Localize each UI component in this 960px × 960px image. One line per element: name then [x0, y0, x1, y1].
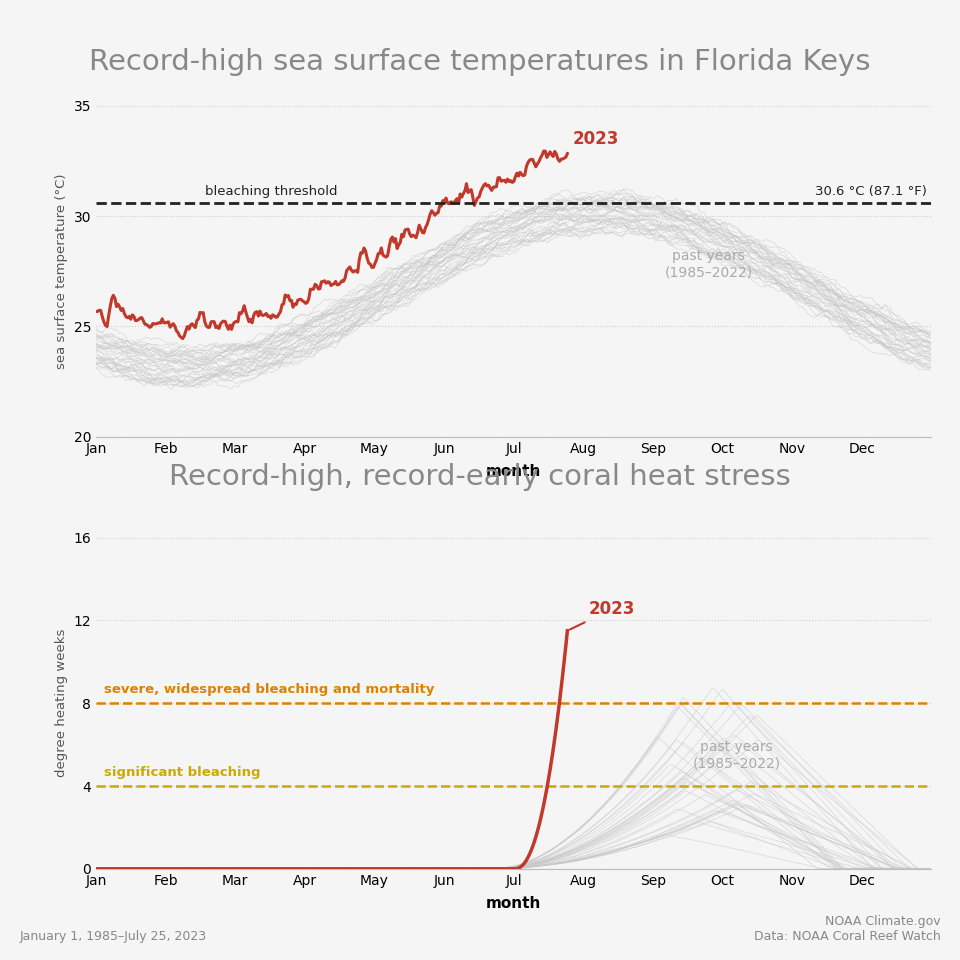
Text: past years
(1985–2022): past years (1985–2022) [692, 740, 780, 770]
X-axis label: month: month [486, 464, 541, 479]
Text: 2023: 2023 [573, 131, 619, 148]
Text: significant bleaching: significant bleaching [105, 766, 261, 779]
Text: bleaching threshold: bleaching threshold [204, 185, 337, 198]
Text: 30.6 °C (87.1 °F): 30.6 °C (87.1 °F) [815, 185, 927, 198]
Text: 2023: 2023 [570, 600, 635, 630]
Text: Record-high, record-early coral heat stress: Record-high, record-early coral heat str… [169, 463, 791, 492]
Text: Record-high sea surface temperatures in Florida Keys: Record-high sea surface temperatures in … [89, 48, 871, 77]
Text: severe, widespread bleaching and mortality: severe, widespread bleaching and mortali… [105, 683, 435, 696]
Text: January 1, 1985–July 25, 2023: January 1, 1985–July 25, 2023 [19, 929, 206, 943]
Y-axis label: degree heating weeks: degree heating weeks [55, 629, 68, 778]
X-axis label: month: month [486, 896, 541, 911]
Text: past years
(1985–2022): past years (1985–2022) [664, 250, 753, 279]
Y-axis label: sea surface temperature (°C): sea surface temperature (°C) [55, 174, 68, 369]
Text: NOAA Climate.gov
Data: NOAA Coral Reef Watch: NOAA Climate.gov Data: NOAA Coral Reef W… [754, 915, 941, 943]
